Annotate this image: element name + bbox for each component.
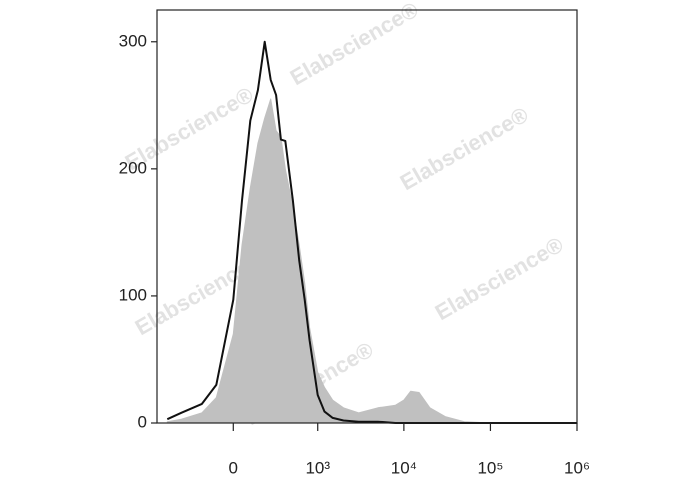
- watermark: Elabscience®: [396, 102, 533, 195]
- x-tick-label: 10⁶: [564, 458, 590, 477]
- watermark: Elabscience®: [286, 0, 423, 90]
- x-tick-label: 10³: [305, 458, 330, 477]
- y-tick-label: 0: [138, 412, 147, 431]
- histogram-area: [166, 98, 578, 424]
- y-tick-label: 300: [119, 31, 147, 50]
- y-tick-label: 100: [119, 285, 147, 304]
- watermark: Elabscience®: [431, 232, 568, 325]
- y-tick-label: 200: [119, 158, 147, 177]
- watermarks: Elabscience®Elabscience®Elabscience®Elab…: [121, 0, 568, 430]
- x-tick-label: 10⁵: [477, 458, 503, 477]
- x-tick-label: 0: [229, 458, 238, 477]
- plot-frame: [156, 9, 578, 424]
- x-tick-label: 10⁴: [391, 458, 417, 477]
